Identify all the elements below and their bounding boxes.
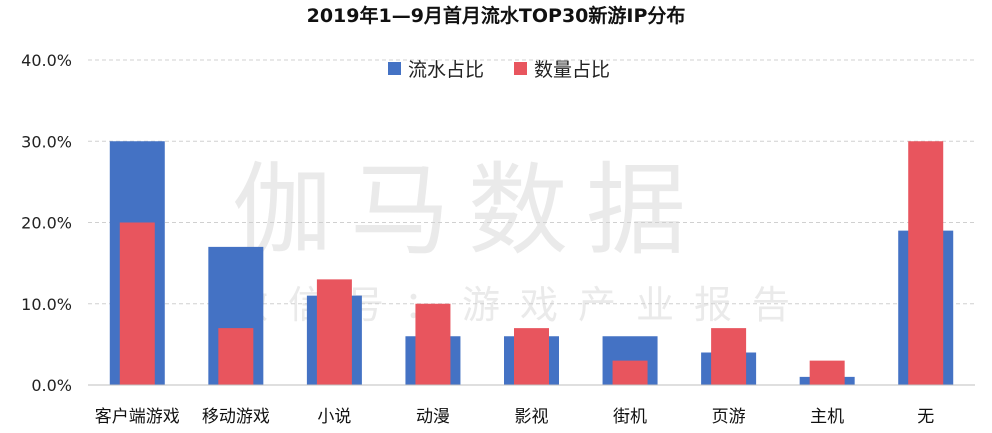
legend-label: 数量占比 (534, 59, 610, 81)
bar-shuliang-8 (908, 141, 944, 385)
bar-shuliang-6 (711, 328, 747, 385)
bar-shuliang-7 (809, 360, 845, 385)
x-tick-label: 页游 (712, 407, 746, 427)
x-tick-label: 小说 (317, 407, 351, 427)
x-tick-label: 影视 (515, 407, 549, 427)
legend: 流水占比 数量占比 (388, 59, 610, 81)
legend-swatch (388, 62, 401, 75)
bar-shuliang-4 (514, 328, 549, 385)
y-tick-label: 0.0% (31, 376, 72, 395)
bar-shuliang-2 (316, 279, 352, 385)
bar-shuliang-1 (218, 328, 254, 385)
watermark-main: 伽马数据 (232, 152, 704, 269)
y-tick-label: 20.0% (21, 214, 72, 233)
x-tick-label: 移动游戏 (202, 407, 270, 427)
y-tick-label: 40.0% (21, 51, 72, 70)
bars (109, 141, 954, 385)
chart-title: 2019年1—9月首月流水TOP30新游IP分布 (307, 4, 686, 27)
x-tick-label: 主机 (810, 407, 844, 427)
y-axis: 0.0% 10.0% 20.0% 30.0% 40.0% (21, 51, 72, 395)
bar-shuliang-3 (415, 303, 451, 385)
bar-shuliang-0 (119, 222, 155, 385)
y-tick-label: 10.0% (21, 295, 72, 314)
bar-shuliang-5 (612, 360, 648, 385)
x-tick-label: 无 (917, 407, 934, 427)
legend-label: 流水占比 (408, 59, 484, 81)
x-axis: 客户端游戏 移动游戏 小说 动漫 影视 街机 页游 主机 无 (88, 384, 975, 427)
legend-swatch (514, 62, 527, 75)
x-tick-label: 街机 (613, 407, 647, 427)
x-tick-label: 客户端游戏 (95, 407, 180, 427)
y-tick-label: 30.0% (21, 132, 72, 151)
x-tick-label: 动漫 (416, 407, 450, 427)
